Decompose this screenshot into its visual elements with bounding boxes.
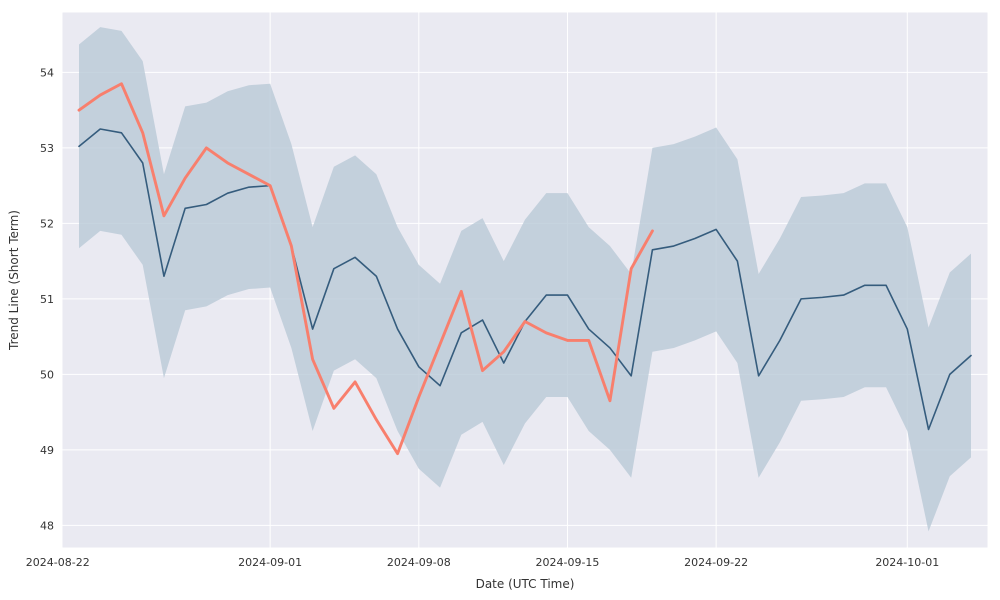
- chart-container: 48 49 50 51 52 53 54 2024-08-22 2024-09-01 2024-0…: [0, 0, 1000, 600]
- y-axis-label: Trend Line (Short Term): [7, 210, 21, 351]
- y-tick-label: 52: [40, 217, 54, 230]
- x-tick-label: 2024-10-01: [875, 556, 939, 569]
- y-tick-label: 48: [40, 519, 54, 532]
- chart-svg: 48 49 50 51 52 53 54 2024-08-22 2024-09-01 2024-0…: [0, 0, 1000, 600]
- y-tick-label: 50: [40, 368, 54, 381]
- x-tick-label: 2024-09-08: [387, 556, 451, 569]
- x-tick-label: 2024-08-22: [26, 556, 90, 569]
- y-tick-label: 51: [40, 293, 54, 306]
- x-tick-label: 2024-09-22: [684, 556, 748, 569]
- y-tick-label: 54: [40, 66, 54, 79]
- x-tick-label: 2024-09-15: [536, 556, 600, 569]
- x-tick-label: 2024-09-01: [238, 556, 302, 569]
- x-axis-label: Date (UTC Time): [476, 577, 575, 591]
- y-tick-label: 53: [40, 142, 54, 155]
- y-tick-label: 49: [40, 444, 54, 457]
